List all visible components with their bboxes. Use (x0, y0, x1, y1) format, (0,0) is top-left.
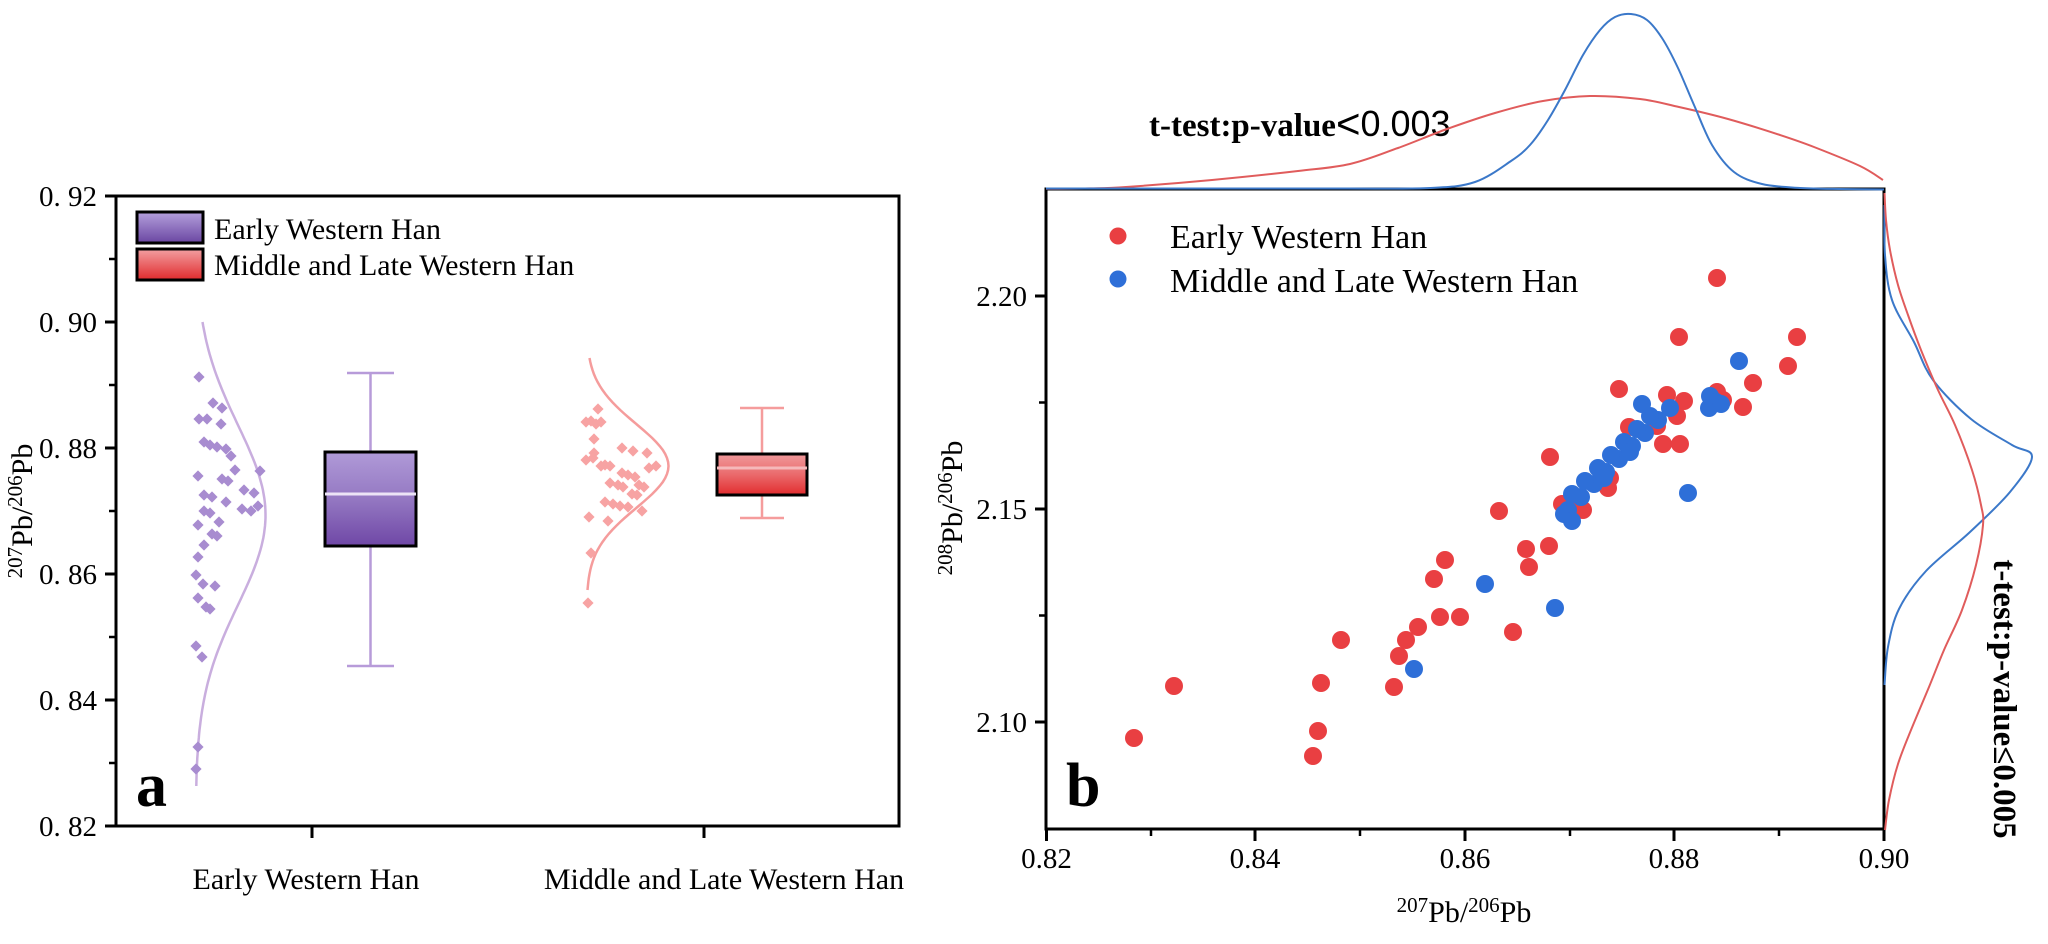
svg-text:0. 84: 0. 84 (39, 685, 98, 717)
svg-text:0. 92: 0. 92 (39, 181, 97, 213)
svg-text:t-test:p-value≤0.005: t-test:p-value≤0.005 (1986, 559, 2022, 838)
svg-text:207Pb/206Pb: 207Pb/206Pb (1397, 893, 1532, 929)
svg-text:0.86: 0.86 (1440, 843, 1491, 875)
svg-text:a: a (136, 752, 167, 820)
svg-text:0. 82: 0. 82 (39, 811, 97, 843)
svg-text:0.84: 0.84 (1230, 843, 1281, 875)
svg-text:207Pb/206Pb: 207Pb/206Pb (3, 444, 39, 579)
svg-text:208Pb/206Pb: 208Pb/206Pb (933, 441, 969, 576)
svg-text:2.15: 2.15 (976, 494, 1027, 526)
svg-text:0. 88: 0. 88 (39, 433, 97, 465)
svg-text:Middle and Late Western Han: Middle and Late Western Han (214, 249, 574, 282)
svg-text:t-test:p-value<0.003: t-test:p-value<0.003 (1149, 100, 1451, 147)
svg-text:Early Western Han: Early Western Han (1170, 219, 1427, 256)
svg-text:0.82: 0.82 (1021, 843, 1072, 875)
svg-text:Early Western Han: Early Western Han (214, 213, 441, 246)
svg-text:0. 86: 0. 86 (39, 559, 97, 591)
svg-text:Early Western Han: Early Western Han (193, 863, 420, 896)
svg-text:b: b (1066, 752, 1100, 820)
svg-text:2.10: 2.10 (976, 707, 1027, 739)
svg-text:0.90: 0.90 (1859, 843, 1910, 875)
svg-text:Middle and Late Western Han: Middle and Late Western Han (1170, 263, 1578, 300)
svg-text:Middle and Late Western Han: Middle and Late Western Han (544, 863, 904, 896)
svg-text:2.20: 2.20 (976, 281, 1027, 313)
svg-text:0.88: 0.88 (1649, 843, 1700, 875)
svg-text:0. 90: 0. 90 (39, 307, 97, 339)
